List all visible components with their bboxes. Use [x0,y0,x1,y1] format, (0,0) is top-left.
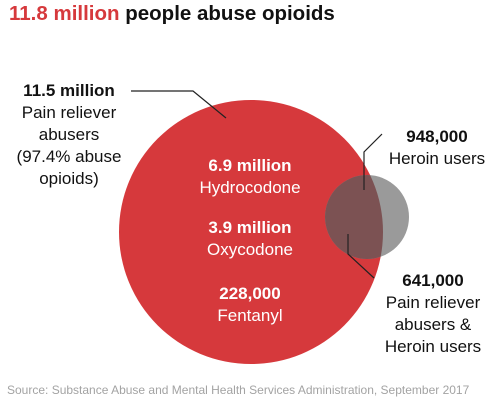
breakdown-value: 6.9 million [208,156,292,175]
title-rest: people abuse opioids [125,2,335,25]
breakdown-item-hydrocodone: 6.9 million Hydrocodone [170,155,330,199]
pain-reliever-abusers-line: opioids) [39,169,99,188]
breakdown-value: 3.9 million [208,218,292,237]
pain-reliever-abusers-line: (97.4% abuse [16,147,122,166]
pain-reliever-abusers-line: Pain reliever [21,103,117,122]
breakdown-name: Oxycodone [207,240,293,259]
pain-reliever-circle [119,100,383,364]
heroin-users-label: 948,000 Heroin users [382,126,492,170]
pain-reliever-abusers-line: abusers [38,125,100,144]
breakdown-name: Fentanyl [217,306,283,325]
source-note: Source: Substance Abuse and Mental Healt… [7,383,470,397]
heroin-users-line: Heroin users [388,149,486,168]
overlap-line: abusers & [394,315,472,334]
title-highlight: 11.8 million [9,2,120,25]
heroin-users-value: 948,000 [406,127,468,146]
heroin-leader-line [363,133,383,190]
overlap-region [325,175,383,259]
overlap-line: Heroin users [384,337,482,356]
overlap-line: Pain reliever [385,293,481,312]
overlap-leader-line [347,234,375,279]
page-title: 11.8 million people abuse opioids [9,2,335,26]
overlap-value: 641,000 [402,271,464,290]
pain-reliever-abusers-value: 11.5 million [23,81,115,100]
pain-reliever-leader-line [131,90,227,119]
overlap-label: 641,000 Pain reliever abusers & Heroin u… [374,270,492,358]
breakdown-item-fentanyl: 228,000 Fentanyl [170,283,330,327]
pain-reliever-abusers-label: 11.5 million Pain reliever abusers (97.4… [8,80,130,190]
breakdown-name: Hydrocodone [199,178,301,197]
breakdown-value: 228,000 [219,284,281,303]
breakdown-item-oxycodone: 3.9 million Oxycodone [170,217,330,261]
